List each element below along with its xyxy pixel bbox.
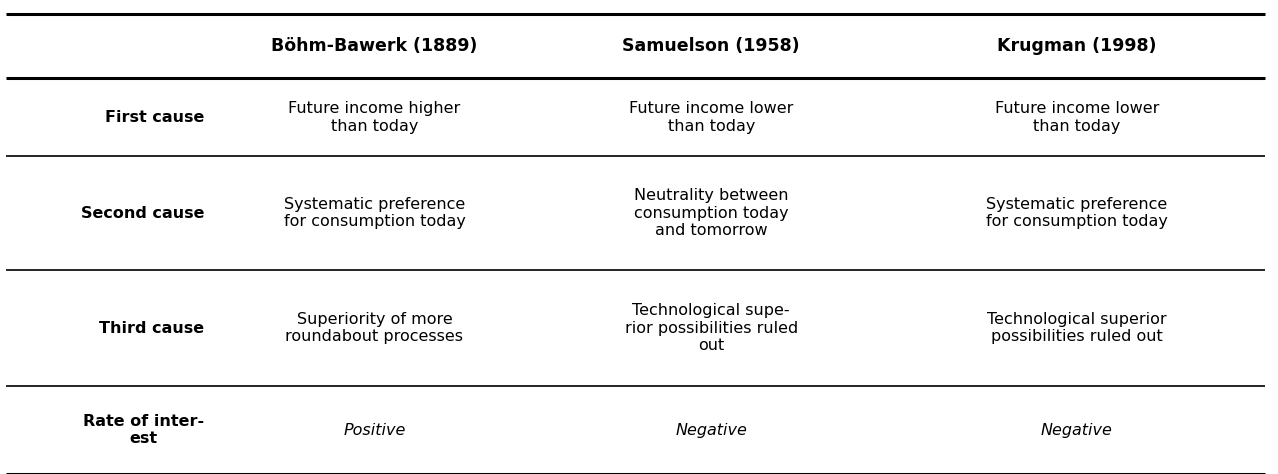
Text: Rate of inter-
est: Rate of inter- est [83, 414, 204, 447]
Text: Systematic preference
for consumption today: Systematic preference for consumption to… [985, 197, 1168, 229]
Text: Systematic preference
for consumption today: Systematic preference for consumption to… [284, 197, 465, 229]
Text: Neutrality between
consumption today
and tomorrow: Neutrality between consumption today and… [634, 188, 789, 238]
Text: Negative: Negative [1040, 423, 1113, 438]
Text: First cause: First cause [105, 110, 204, 125]
Text: Technological superior
possibilities ruled out: Technological superior possibilities rul… [987, 312, 1167, 345]
Text: Positive: Positive [344, 423, 405, 438]
Text: Technological supe-
rior possibilities ruled
out: Technological supe- rior possibilities r… [625, 303, 797, 353]
Text: Böhm-Bawerk (1889): Böhm-Bawerk (1889) [271, 37, 478, 55]
Text: Future income higher
than today: Future income higher than today [289, 101, 460, 134]
Text: Negative: Negative [675, 423, 748, 438]
Text: Future income lower
than today: Future income lower than today [629, 101, 794, 134]
Text: Superiority of more
roundabout processes: Superiority of more roundabout processes [285, 312, 464, 345]
Text: Krugman (1998): Krugman (1998) [997, 37, 1157, 55]
Text: Second cause: Second cause [81, 206, 204, 221]
Text: Future income lower
than today: Future income lower than today [994, 101, 1159, 134]
Text: Samuelson (1958): Samuelson (1958) [622, 37, 800, 55]
Text: Third cause: Third cause [100, 321, 204, 336]
